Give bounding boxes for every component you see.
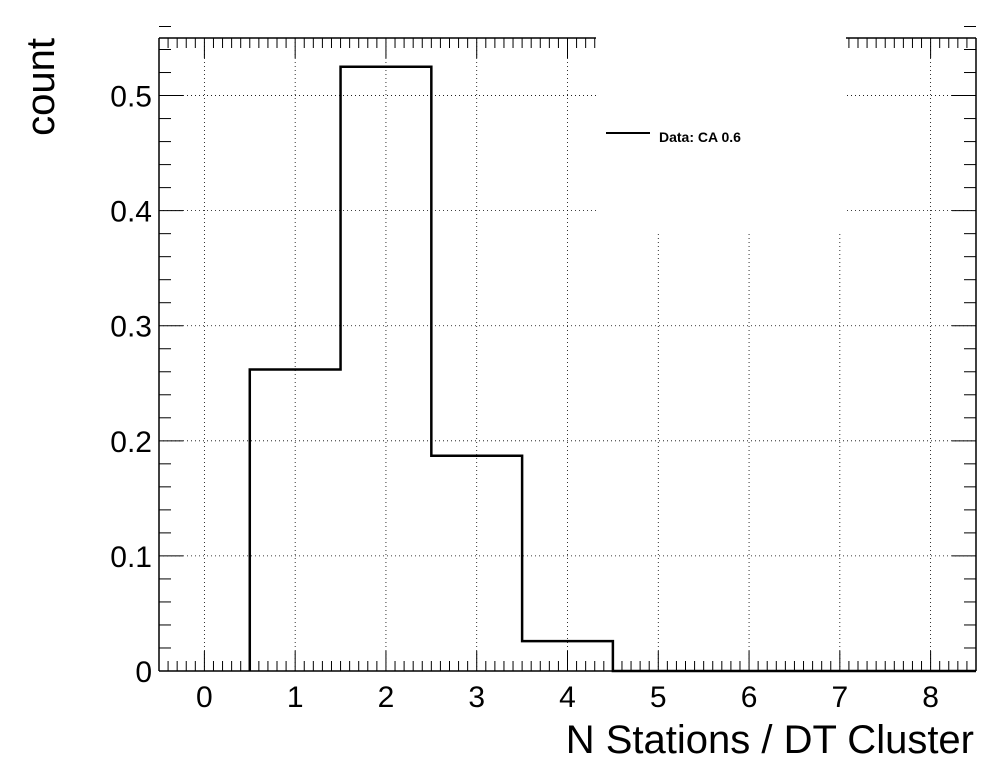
x-tick-label: 4 <box>559 681 576 714</box>
x-axis-title: N Stations / DT Cluster <box>566 718 974 762</box>
grid-lines <box>159 38 976 672</box>
x-tick-label: 2 <box>378 681 395 714</box>
y-tick-label: 0.3 <box>110 311 152 344</box>
legend-box <box>596 28 846 233</box>
x-tick-label: 0 <box>196 681 213 714</box>
legend: Data: CA 0.6 <box>606 129 741 145</box>
y-tick-label: 0.1 <box>110 541 152 574</box>
axis-ticks <box>158 25 977 672</box>
x-tick-label: 1 <box>287 681 304 714</box>
y-tick-labels: 0 0.1 0.2 0.3 0.4 0.5 <box>110 81 152 689</box>
legend-label-data-ca: Data: CA 0.6 <box>659 129 741 145</box>
x-tick-label: 6 <box>741 681 758 714</box>
histogram-series-line <box>248 65 976 673</box>
x-tick-label: 7 <box>831 681 848 714</box>
x-tick-labels: 0 1 2 3 4 5 6 7 8 <box>196 681 939 714</box>
y-axis-title: count <box>19 38 63 136</box>
x-tick-label: 8 <box>922 681 939 714</box>
x-tick-label: 3 <box>468 681 485 714</box>
y-tick-label: 0.4 <box>110 196 152 229</box>
y-tick-label: 0.2 <box>110 426 152 459</box>
y-tick-label: 0 <box>135 656 152 689</box>
y-tick-label: 0.5 <box>110 81 152 114</box>
x-tick-label: 5 <box>650 681 667 714</box>
